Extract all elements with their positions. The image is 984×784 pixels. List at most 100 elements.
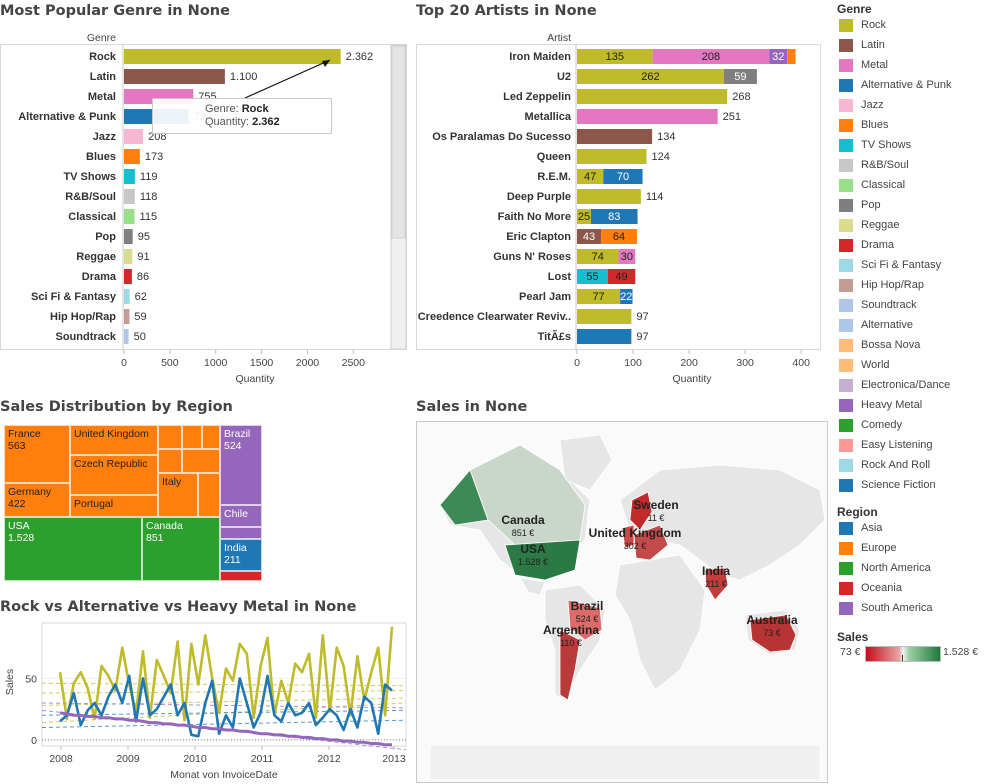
artist-bar-pearl-jam-alternative-punk[interactable] [620, 289, 633, 304]
treemap-cell-europe-other[interactable] [198, 473, 220, 517]
artist-bar-faith-no-more-rock[interactable] [577, 209, 592, 224]
genre-bar-r-b-soul[interactable] [124, 189, 135, 204]
artist-bar-creedence-clearwater-reviv-rock[interactable] [577, 309, 632, 324]
legend-item-pop[interactable]: Pop [839, 195, 881, 215]
treemap-cell-usa[interactable]: USA 1.528 [4, 517, 142, 581]
legend-item-science-fiction[interactable]: Science Fiction [839, 475, 936, 495]
legend-region-europe[interactable]: Europe [839, 538, 896, 558]
legend-item-alternative[interactable]: Alternative [839, 315, 913, 335]
artist-bar-guns-n-roses-rock[interactable] [577, 249, 619, 264]
map-country-usa[interactable] [504, 539, 581, 581]
artist-bar-faith-no-more-alternative-punk[interactable] [591, 209, 638, 224]
treemap-cell-europe-other[interactable] [182, 449, 220, 473]
genre-bar-reggae[interactable] [124, 249, 133, 264]
map-country-europe-other[interactable] [633, 524, 669, 561]
treemap-cell-portugal[interactable]: Portugal [70, 495, 158, 517]
artist-bar-queen-rock[interactable] [577, 149, 647, 164]
map-country-brazil[interactable] [567, 599, 603, 641]
genre-bar-soundtrack[interactable] [124, 329, 129, 344]
artist-bar-u2-rock[interactable] [577, 69, 724, 84]
treemap-cell-europe-other[interactable] [158, 449, 182, 473]
legend-item-rock-and-roll[interactable]: Rock And Roll [839, 455, 930, 475]
map-country-canada[interactable] [469, 444, 586, 546]
map-country-uk[interactable] [621, 524, 635, 549]
artist-bar-u2-pop[interactable] [723, 69, 757, 84]
legend-item-jazz[interactable]: Jazz [839, 95, 884, 115]
treemap-cell-chile[interactable]: Chile [220, 505, 262, 527]
artist-bar-lost-tv-shows[interactable] [577, 269, 608, 284]
artists-bar-chart[interactable]: Artist Iron Maiden 135 208 32 U2 262 59 Led Zepp… [0, 0, 830, 390]
lines-series-alternative-punk[interactable] [59, 674, 393, 738]
treemap-cell-canada[interactable]: Canada 851 [142, 517, 220, 581]
lines-series-rock[interactable] [58, 626, 394, 722]
legend-item-metal[interactable]: Metal [839, 55, 888, 75]
artist-bar-tit-s-alternative-punk[interactable] [577, 329, 632, 344]
genre-bar-jazz[interactable] [124, 129, 144, 144]
legend-region-north-america[interactable]: North America [839, 558, 931, 578]
map-country-india[interactable] [704, 567, 729, 601]
treemap-cell-france[interactable]: France 563 [4, 425, 70, 483]
legend-item-r-b-soul[interactable]: R&B/Soul [839, 155, 909, 175]
legend-item-rock[interactable]: Rock [839, 15, 886, 35]
genre-bar-tv-shows[interactable] [124, 169, 135, 184]
treemap-cell-oceania-other[interactable] [220, 571, 262, 581]
legend-item-sci-fi-fantasy[interactable]: Sci Fi & Fantasy [839, 255, 941, 275]
legend-item-alternative-punk[interactable]: Alternative & Punk [839, 75, 952, 95]
legend-region-south-america[interactable]: South America [839, 598, 933, 618]
legend-item-tv-shows[interactable]: TV Shows [839, 135, 911, 155]
artist-bar-r-e-m-rock[interactable] [577, 169, 604, 184]
treemap-cell-europe-other[interactable] [158, 425, 182, 449]
legend-item-heavy-metal[interactable]: Heavy Metal [839, 395, 922, 415]
region-treemap[interactable]: France 563 United Kingdom Germany 422 Czech R… [4, 425, 262, 581]
artist-bar-eric-clapton-latin[interactable] [577, 229, 602, 244]
artist-bar-iron-maiden-rock[interactable] [577, 49, 653, 64]
artist-bar-metallica-metal[interactable] [577, 109, 718, 124]
treemap-cell-czech-republic[interactable]: Czech Republic [70, 455, 158, 495]
treemap-cell-germany[interactable]: Germany 422 [4, 483, 70, 517]
genre-bar-hip-hop-rap[interactable] [124, 309, 130, 324]
genre-scroll-thumb[interactable] [391, 45, 406, 239]
genre-bar-rock[interactable] [124, 49, 341, 64]
legend-region-oceania[interactable]: Oceania [839, 578, 902, 598]
treemap-cell-united-kingdom[interactable]: United Kingdom [70, 425, 158, 455]
treemap-cell-south-america-other[interactable] [220, 527, 262, 539]
map-country-alaska[interactable] [439, 469, 489, 526]
legend-item-world[interactable]: World [839, 355, 890, 375]
genre-bar-blues[interactable] [124, 149, 140, 164]
legend-item-latin[interactable]: Latin [839, 35, 885, 55]
map-country-sweden[interactable] [629, 491, 653, 531]
legend-item-blues[interactable]: Blues [839, 115, 889, 135]
legend-item-hip-hop-rap[interactable]: Hip Hop/Rap [839, 275, 924, 295]
lines-series-heavy-metal[interactable] [59, 711, 392, 747]
legend-region-asia[interactable]: Asia [839, 518, 882, 538]
legend-item-reggae[interactable]: Reggae [839, 215, 900, 235]
genre-bar-sci-fi-fantasy[interactable] [124, 289, 130, 304]
genre-bar-latin[interactable] [124, 69, 225, 84]
legend-item-classical[interactable]: Classical [839, 175, 905, 195]
artist-bar-iron-maiden-metal[interactable] [652, 49, 770, 64]
legend-item-soundtrack[interactable]: Soundtrack [839, 295, 917, 315]
artist-bar-led-zeppelin-rock[interactable] [577, 89, 728, 104]
map-country-argentina[interactable] [559, 629, 581, 701]
treemap-cell-europe-other[interactable] [182, 425, 202, 449]
map-country-australia[interactable] [749, 614, 797, 653]
treemap-cell-italy[interactable]: Italy [158, 473, 198, 517]
legend-item-electronica-dance[interactable]: Electronica/Dance [839, 375, 950, 395]
treemap-cell-india[interactable]: India 211 [220, 539, 262, 571]
artist-bar-pearl-jam-rock[interactable] [577, 289, 621, 304]
artist-bar-guns-n-roses-metal[interactable] [618, 249, 636, 264]
legend-item-drama[interactable]: Drama [839, 235, 894, 255]
artist-bar-os-paralamas-do-sucesso-latin[interactable] [577, 129, 653, 144]
legend-item-comedy[interactable]: Comedy [839, 415, 902, 435]
artist-bar-r-e-m-alternative-punk[interactable] [603, 169, 643, 184]
artist-bar-iron-maiden-blues[interactable] [787, 49, 796, 64]
map-country-mexico[interactable] [519, 577, 546, 596]
artist-bar-lost-drama[interactable] [607, 269, 636, 284]
legend-item-bossa-nova[interactable]: Bossa Nova [839, 335, 920, 355]
artist-bar-iron-maiden-heavy-metal[interactable] [769, 49, 788, 64]
artist-bar-eric-clapton-blues[interactable] [601, 229, 637, 244]
legend-item-easy-listening[interactable]: Easy Listening [839, 435, 933, 455]
